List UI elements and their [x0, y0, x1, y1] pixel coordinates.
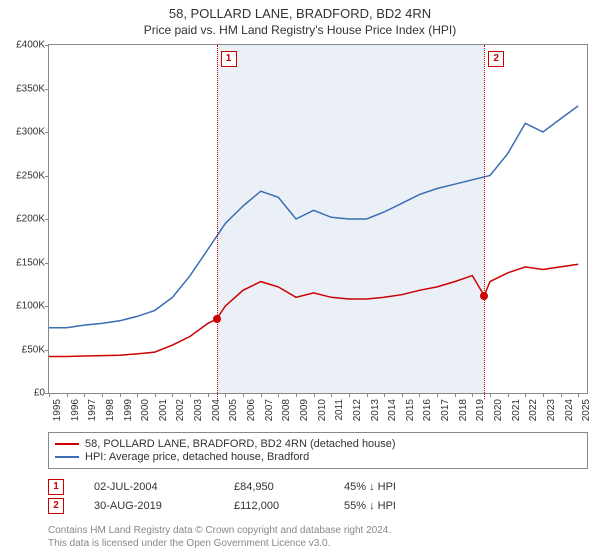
- x-tick-label: 2002: [175, 399, 186, 421]
- x-tick-label: 2009: [299, 399, 310, 421]
- title-line1: 58, POLLARD LANE, BRADFORD, BD2 4RN: [0, 6, 600, 21]
- marker-label-box: 2: [48, 498, 64, 514]
- x-tick-label: 1999: [123, 399, 134, 421]
- footer-line: Contains HM Land Registry data © Crown c…: [48, 524, 588, 537]
- x-tick-label: 2024: [564, 399, 575, 421]
- legend-label: 58, POLLARD LANE, BRADFORD, BD2 4RN (det…: [85, 438, 396, 450]
- x-tick-label: 2011: [334, 399, 345, 421]
- sale-vs-hpi: 45% ↓ HPI: [344, 481, 444, 493]
- sales-row: 1 02-JUL-2004 £84,950 45% ↓ HPI: [48, 479, 588, 495]
- legend-item: 58, POLLARD LANE, BRADFORD, BD2 4RN (det…: [55, 438, 581, 450]
- y-tick-label: £150K: [3, 257, 45, 268]
- sale-date: 30-AUG-2019: [94, 500, 204, 512]
- marker-label-box: 1: [48, 479, 64, 495]
- sale-date: 02-JUL-2004: [94, 481, 204, 493]
- plot-area: £0£50K£100K£150K£200K£250K£300K£350K£400…: [48, 44, 588, 394]
- x-tick-label: 2021: [511, 399, 522, 421]
- x-tick-label: 2020: [493, 399, 504, 421]
- x-tick-label: 2005: [228, 399, 239, 421]
- footer-attribution: Contains HM Land Registry data © Crown c…: [48, 524, 588, 550]
- x-tick-label: 2023: [546, 399, 557, 421]
- series-line: [49, 264, 578, 356]
- x-tick-label: 2000: [140, 399, 151, 421]
- sale-marker-label: 1: [221, 51, 237, 67]
- legend-item: HPI: Average price, detached house, Brad…: [55, 451, 581, 463]
- y-tick-label: £250K: [3, 170, 45, 181]
- sale-price: £112,000: [234, 500, 314, 512]
- sales-row: 2 30-AUG-2019 £112,000 55% ↓ HPI: [48, 498, 588, 514]
- y-tick-label: £400K: [3, 40, 45, 51]
- x-tick-label: 2022: [528, 399, 539, 421]
- legend-swatch: [55, 456, 79, 458]
- x-tick-label: 2018: [458, 399, 469, 421]
- x-tick-label: 2010: [317, 399, 328, 421]
- sale-marker-line: [217, 45, 218, 399]
- line-layer: [49, 45, 587, 393]
- x-tick-label: 2019: [475, 399, 486, 421]
- legend-label: HPI: Average price, detached house, Brad…: [85, 451, 309, 463]
- x-tick-label: 2025: [581, 399, 592, 421]
- sale-dot: [480, 292, 488, 300]
- x-tick-label: 2012: [352, 399, 363, 421]
- x-tick-label: 2015: [405, 399, 416, 421]
- sales-table: 1 02-JUL-2004 £84,950 45% ↓ HPI 2 30-AUG…: [48, 476, 588, 517]
- title-line2: Price paid vs. HM Land Registry's House …: [0, 23, 600, 37]
- y-tick-label: £200K: [3, 214, 45, 225]
- sale-price: £84,950: [234, 481, 314, 493]
- x-tick-label: 2004: [211, 399, 222, 421]
- x-tick-label: 1998: [105, 399, 116, 421]
- chart-container: 58, POLLARD LANE, BRADFORD, BD2 4RN Pric…: [0, 0, 600, 560]
- x-tick-label: 2017: [440, 399, 451, 421]
- y-tick-label: £350K: [3, 83, 45, 94]
- x-tick-label: 1997: [87, 399, 98, 421]
- y-tick-label: £100K: [3, 301, 45, 312]
- x-tick-label: 2016: [422, 399, 433, 421]
- sale-vs-hpi: 55% ↓ HPI: [344, 500, 444, 512]
- y-tick-label: £0: [3, 388, 45, 399]
- sale-marker-line: [484, 45, 485, 399]
- x-tick-label: 2006: [246, 399, 257, 421]
- x-tick-label: 2003: [193, 399, 204, 421]
- y-tick-label: £300K: [3, 127, 45, 138]
- x-tick-label: 2001: [158, 399, 169, 421]
- legend-swatch: [55, 443, 79, 445]
- legend-box: 58, POLLARD LANE, BRADFORD, BD2 4RN (det…: [48, 432, 588, 469]
- sale-dot: [213, 315, 221, 323]
- sale-marker-label: 2: [488, 51, 504, 67]
- y-tick-label: £50K: [3, 344, 45, 355]
- x-tick-label: 1996: [70, 399, 81, 421]
- series-line: [49, 106, 578, 328]
- x-tick-label: 2014: [387, 399, 398, 421]
- x-tick-label: 1995: [52, 399, 63, 421]
- title-block: 58, POLLARD LANE, BRADFORD, BD2 4RN Pric…: [0, 0, 600, 37]
- x-tick-label: 2013: [370, 399, 381, 421]
- x-tick-label: 2007: [264, 399, 275, 421]
- x-tick-label: 2008: [281, 399, 292, 421]
- footer-line: This data is licensed under the Open Gov…: [48, 537, 588, 550]
